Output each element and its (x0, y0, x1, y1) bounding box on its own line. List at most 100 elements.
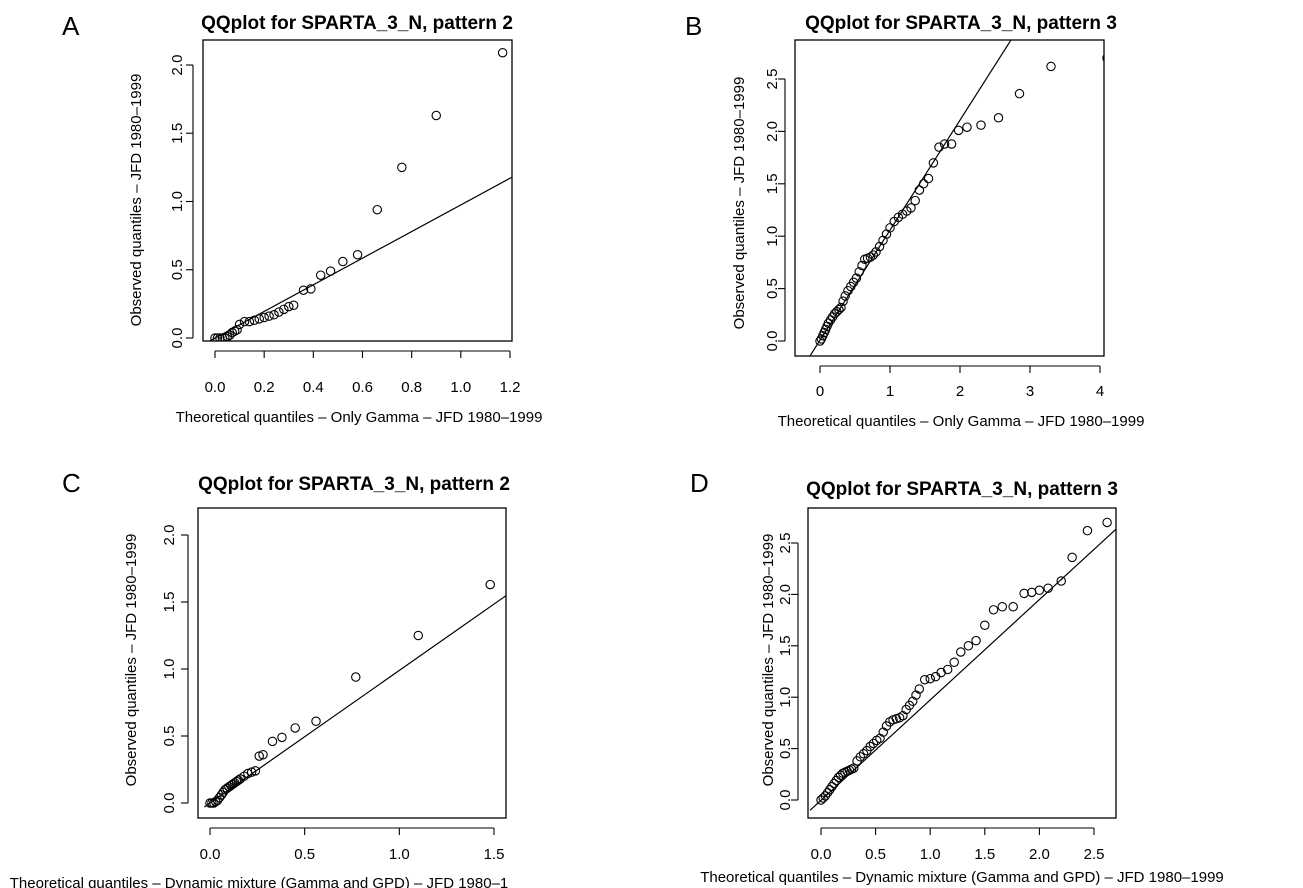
x-tick-label: 2.5 (1084, 846, 1105, 863)
chart-title: QQplot for SPARTA_3_N, pattern 2 (198, 474, 510, 495)
data-point (497, 47, 508, 58)
data-point (868, 738, 879, 749)
data-point (1027, 587, 1037, 598)
y-tick-label: 0.0 (169, 328, 186, 349)
data-point (1102, 517, 1112, 528)
data-point (283, 301, 294, 312)
y-tick-label: 1.5 (161, 592, 178, 613)
x-tick-label: 2.0 (1029, 846, 1050, 863)
data-point (431, 110, 441, 121)
data-point (923, 173, 934, 184)
data-point (232, 325, 242, 335)
x-axis-label: Theoretical quantiles – Dynamic mixture … (700, 869, 1224, 886)
chart-title: QQplot for SPARTA_3_N, pattern 2 (201, 13, 513, 34)
data-point (249, 315, 260, 326)
data-point (215, 333, 225, 341)
x-tick-label: 1.0 (450, 379, 471, 396)
data-point (858, 748, 869, 759)
data-point (325, 266, 336, 276)
data-point (413, 630, 424, 641)
x-tick-label: 4 (1096, 383, 1104, 400)
y-tick-label: 0.5 (764, 278, 781, 299)
data-point (851, 273, 862, 283)
data-point (250, 766, 261, 776)
plot-area (809, 40, 1104, 356)
y-tick-label: 2.5 (764, 69, 781, 90)
data-point (976, 120, 986, 130)
data-point (925, 673, 935, 684)
data-point (1008, 601, 1018, 612)
data-point (993, 113, 1004, 123)
data-point (836, 302, 846, 313)
data-point (824, 784, 835, 795)
data-point (855, 752, 866, 762)
data-point (239, 316, 250, 327)
data-point (934, 142, 944, 152)
data-point (372, 204, 382, 215)
x-tick-label: 0.2 (254, 379, 275, 396)
x-tick-label: 0 (816, 383, 824, 400)
plot-area (203, 579, 506, 808)
plot-frame (202, 39, 513, 342)
y-tick-label: 2.5 (777, 533, 794, 554)
x-axis-label: Theoretical quantiles – Dynamic mixture … (10, 875, 509, 888)
data-point (946, 139, 957, 149)
y-axis-label: Observed quantiles – JFD 1980–1999 (123, 534, 140, 787)
y-tick-label: 1.0 (777, 687, 794, 708)
data-point (1019, 588, 1029, 599)
data-point (1082, 525, 1093, 536)
data-point (288, 300, 299, 310)
data-point (963, 641, 974, 651)
data-point (338, 256, 348, 267)
data-point (956, 647, 966, 657)
y-axis-label: Observed quantiles – JFD 1980–1999 (128, 74, 145, 327)
data-point (1067, 552, 1077, 563)
data-point (868, 250, 878, 260)
data-point (865, 252, 876, 262)
x-axis-label: Theoretical quantiles – Only Gamma – JFD… (778, 413, 1145, 430)
panel-letter: C (62, 468, 81, 498)
data-point (930, 671, 941, 682)
y-tick-label: 1.0 (169, 191, 186, 212)
data-point (962, 122, 972, 132)
data-point (1014, 88, 1025, 99)
x-tick-label: 1 (886, 383, 894, 400)
data-point (258, 750, 268, 760)
data-point (1046, 61, 1056, 72)
data-point (244, 316, 255, 327)
data-point (997, 601, 1008, 612)
data-point (971, 635, 981, 646)
x-tick-label: 0.5 (865, 846, 886, 863)
x-tick-label: 2 (956, 383, 964, 400)
panel-d: D QQplot for SPARTA_3_N, pattern 3 0.0 0.5 1… (690, 468, 1224, 886)
reference-line (809, 528, 1116, 811)
data-point (220, 333, 230, 341)
data-point (290, 723, 300, 733)
x-tick-label: 0.8 (401, 379, 422, 396)
data-point (229, 326, 240, 336)
data-point (906, 203, 916, 213)
x-tick-label: 0.4 (303, 379, 324, 396)
plot-frame (807, 507, 1117, 819)
data-point (834, 304, 844, 315)
y-axis-label: Observed quantiles – JFD 1980–1999 (731, 77, 748, 330)
x-tick-label: 0.6 (352, 379, 373, 396)
data-point (264, 311, 274, 321)
data-point (227, 327, 237, 338)
data-point (210, 333, 220, 341)
x-tick-label: 0.0 (200, 846, 221, 863)
data-point (949, 657, 959, 667)
data-point (234, 319, 245, 330)
data-point (1102, 54, 1104, 62)
y-tick-label: 1.5 (169, 123, 186, 144)
y-tick-label: 2.0 (161, 525, 178, 546)
data-point (822, 788, 833, 798)
y-tick-label: 0.0 (777, 790, 794, 811)
data-point (980, 620, 990, 630)
panel-letter: B (685, 11, 702, 41)
plot-frame (794, 39, 1105, 357)
data-point (840, 291, 850, 301)
data-point (881, 229, 892, 239)
data-point (953, 125, 964, 136)
